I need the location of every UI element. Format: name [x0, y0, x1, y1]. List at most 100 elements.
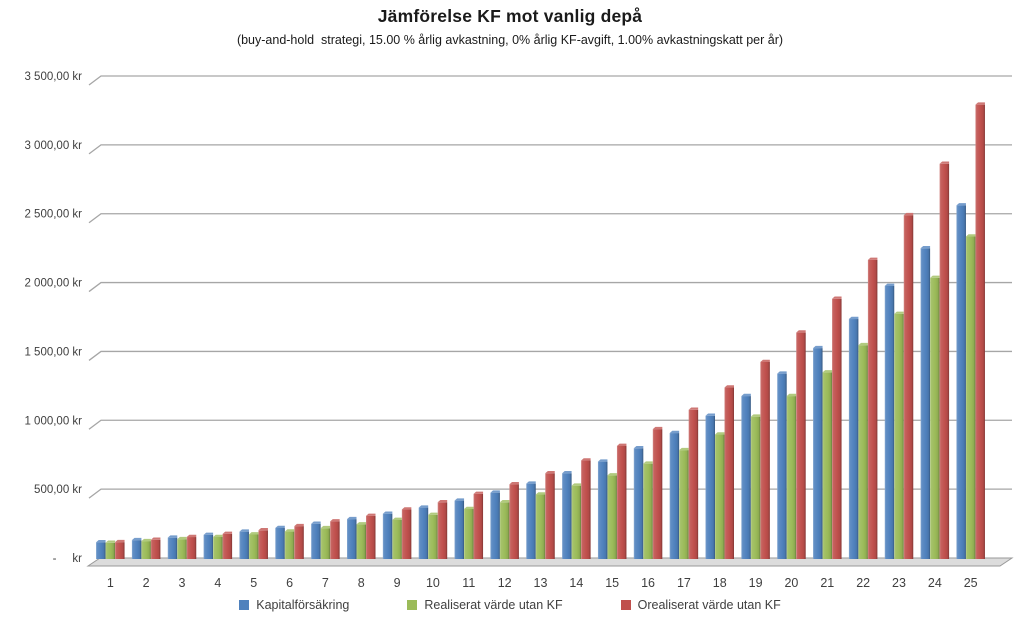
bar-top-realiserat-varde-utan-kf-1: [105, 540, 116, 543]
bar-top-kapitalforsakring-5: [239, 529, 249, 532]
bar-top-kapitalforsakring-4: [203, 532, 214, 535]
bar-top-orealiserat-varde-utan-kf-10: [437, 499, 448, 503]
bar-top-realiserat-varde-utan-kf-23: [894, 311, 904, 314]
bar-top-realiserat-varde-utan-kf-4: [213, 534, 223, 538]
bar-kapitalforsakring-15: [597, 461, 608, 559]
bar-kapitalforsakring-25: [956, 205, 966, 559]
bar-top-kapitalforsakring-24: [920, 245, 931, 249]
x-axis-label: 18: [713, 576, 727, 590]
bar-realiserat-varde-utan-kf-17: [679, 450, 689, 559]
bar-kapitalforsakring-20: [777, 373, 787, 559]
bar-top-orealiserat-varde-utan-kf-25: [975, 102, 985, 105]
bar-top-orealiserat-varde-utan-kf-2: [150, 537, 161, 540]
bar-realiserat-varde-utan-kf-21: [822, 372, 833, 559]
bar-realiserat-varde-utan-kf-1: [105, 542, 116, 559]
x-axis-label: 23: [892, 576, 906, 590]
bar-realiserat-varde-utan-kf-24: [930, 277, 940, 559]
bar-kapitalforsakring-18: [705, 415, 715, 559]
chart-subtitle: (buy-and-hold strategi, 15.00 % årlig av…: [236, 33, 784, 47]
bar-kapitalforsakring-10: [418, 507, 429, 559]
bar-top-orealiserat-varde-utan-kf-15: [616, 443, 627, 446]
y-tick-label: 2 500,00 kr: [24, 209, 82, 221]
legend-item-kapitalforsakring: Kapitalförsäkring: [239, 598, 349, 612]
bars: [96, 102, 985, 560]
bar-orealiserat-varde-utan-kf-11: [473, 493, 484, 559]
bar-top-realiserat-varde-utan-kf-10: [428, 512, 438, 515]
bar-realiserat-varde-utan-kf-11: [464, 509, 474, 559]
gridline: [88, 213, 1012, 224]
bar-orealiserat-varde-utan-kf-23: [903, 215, 914, 559]
bar-realiserat-varde-utan-kf-2: [141, 541, 151, 559]
bar-kapitalforsakring-2: [131, 540, 142, 559]
bar-top-kapitalforsakring-1: [96, 540, 106, 543]
legend-label: Orealiserat värde utan KF: [637, 598, 781, 612]
y-tick-label: 500,00 kr: [34, 484, 82, 496]
bar-top-orealiserat-varde-utan-kf-7: [330, 519, 340, 522]
bar-top-orealiserat-varde-utan-kf-3: [186, 534, 197, 538]
bar-kapitalforsakring-16: [633, 448, 644, 559]
bar-top-kapitalforsakring-10: [418, 505, 429, 508]
bar-realiserat-varde-utan-kf-4: [213, 537, 223, 559]
bar-kapitalforsakring-8: [347, 519, 357, 559]
bar-top-realiserat-varde-utan-kf-25: [965, 234, 976, 237]
bar-top-realiserat-varde-utan-kf-12: [499, 499, 510, 503]
bar-realiserat-varde-utan-kf-3: [177, 539, 187, 559]
bar-kapitalforsakring-24: [920, 248, 931, 559]
legend-item-realiserat-varde-utan-kf: Realiserat värde utan KF: [407, 598, 563, 612]
x-axis-label: 16: [641, 576, 655, 590]
bar-top-orealiserat-varde-utan-kf-6: [294, 523, 304, 527]
bar-top-kapitalforsakring-12: [490, 490, 500, 493]
bar-orealiserat-varde-utan-kf-16: [652, 429, 663, 559]
bar-top-orealiserat-varde-utan-kf-21: [832, 296, 842, 299]
bar-kapitalforsakring-22: [848, 319, 859, 559]
bar-realiserat-varde-utan-kf-23: [894, 313, 904, 559]
y-tick-label: 3 000,00 kr: [24, 140, 82, 152]
y-tick-label: 1 500,00 kr: [24, 346, 82, 358]
y-tick-label: 1 000,00 kr: [24, 415, 82, 427]
bar-top-kapitalforsakring-25: [956, 203, 966, 206]
bar-top-orealiserat-varde-utan-kf-5: [258, 528, 268, 531]
bar-kapitalforsakring-6: [275, 528, 285, 559]
chart-floor: [86, 557, 1014, 567]
x-axis-label: 25: [964, 576, 978, 590]
bar-top-orealiserat-varde-utan-kf-23: [903, 212, 914, 216]
legend-item-orealiserat-varde-utan-kf: Orealiserat värde utan KF: [620, 598, 781, 612]
bar-orealiserat-varde-utan-kf-22: [867, 259, 878, 559]
bar-kapitalforsakring-14: [562, 473, 572, 559]
bar-top-realiserat-varde-utan-kf-13: [535, 492, 546, 495]
bar-kapitalforsakring-19: [741, 396, 751, 559]
bar-orealiserat-varde-utan-kf-18: [724, 387, 734, 559]
bar-orealiserat-varde-utan-kf-14: [581, 460, 591, 559]
bar-kapitalforsakring-23: [884, 285, 895, 559]
bar-orealiserat-varde-utan-kf-4: [222, 533, 233, 559]
bar-top-realiserat-varde-utan-kf-22: [858, 342, 868, 346]
bar-orealiserat-varde-utan-kf-7: [330, 521, 340, 559]
bar-orealiserat-varde-utan-kf-19: [760, 361, 770, 559]
bar-kapitalforsakring-12: [490, 492, 500, 559]
x-axis-label: 12: [498, 576, 512, 590]
bar-top-kapitalforsakring-18: [705, 413, 715, 416]
bar-top-orealiserat-varde-utan-kf-16: [652, 426, 663, 430]
x-axis-label: 9: [394, 576, 401, 590]
x-axis-labels: 1 2 3 4 5 6 7 8 9 10 11 12 13 14 15 16 17 18 19 20 21 22 23 24 2…: [107, 576, 978, 590]
bar-top-orealiserat-varde-utan-kf-12: [509, 482, 519, 485]
bar-top-kapitalforsakring-6: [275, 525, 285, 529]
bar-top-kapitalforsakring-23: [884, 283, 895, 286]
bar-kapitalforsakring-11: [454, 500, 465, 559]
x-axis-label: 20: [784, 576, 798, 590]
bar-kapitalforsakring-21: [813, 348, 823, 559]
bar-top-realiserat-varde-utan-kf-7: [320, 525, 331, 529]
bar-top-realiserat-varde-utan-kf-5: [248, 532, 259, 535]
x-axis-label: 8: [358, 576, 365, 590]
legend-swatch-icon: [407, 600, 418, 610]
x-axis-label: 4: [214, 576, 221, 590]
legend-swatch-icon: [620, 600, 631, 610]
bar-realiserat-varde-utan-kf-19: [750, 416, 761, 559]
bar-orealiserat-varde-utan-kf-21: [832, 298, 842, 559]
bar-top-kapitalforsakring-7: [311, 521, 321, 524]
bar-top-orealiserat-varde-utan-kf-11: [473, 491, 484, 494]
x-axis-label: 11: [462, 576, 475, 590]
x-axis-label: 10: [426, 576, 440, 590]
bar-kapitalforsakring-17: [669, 433, 680, 559]
